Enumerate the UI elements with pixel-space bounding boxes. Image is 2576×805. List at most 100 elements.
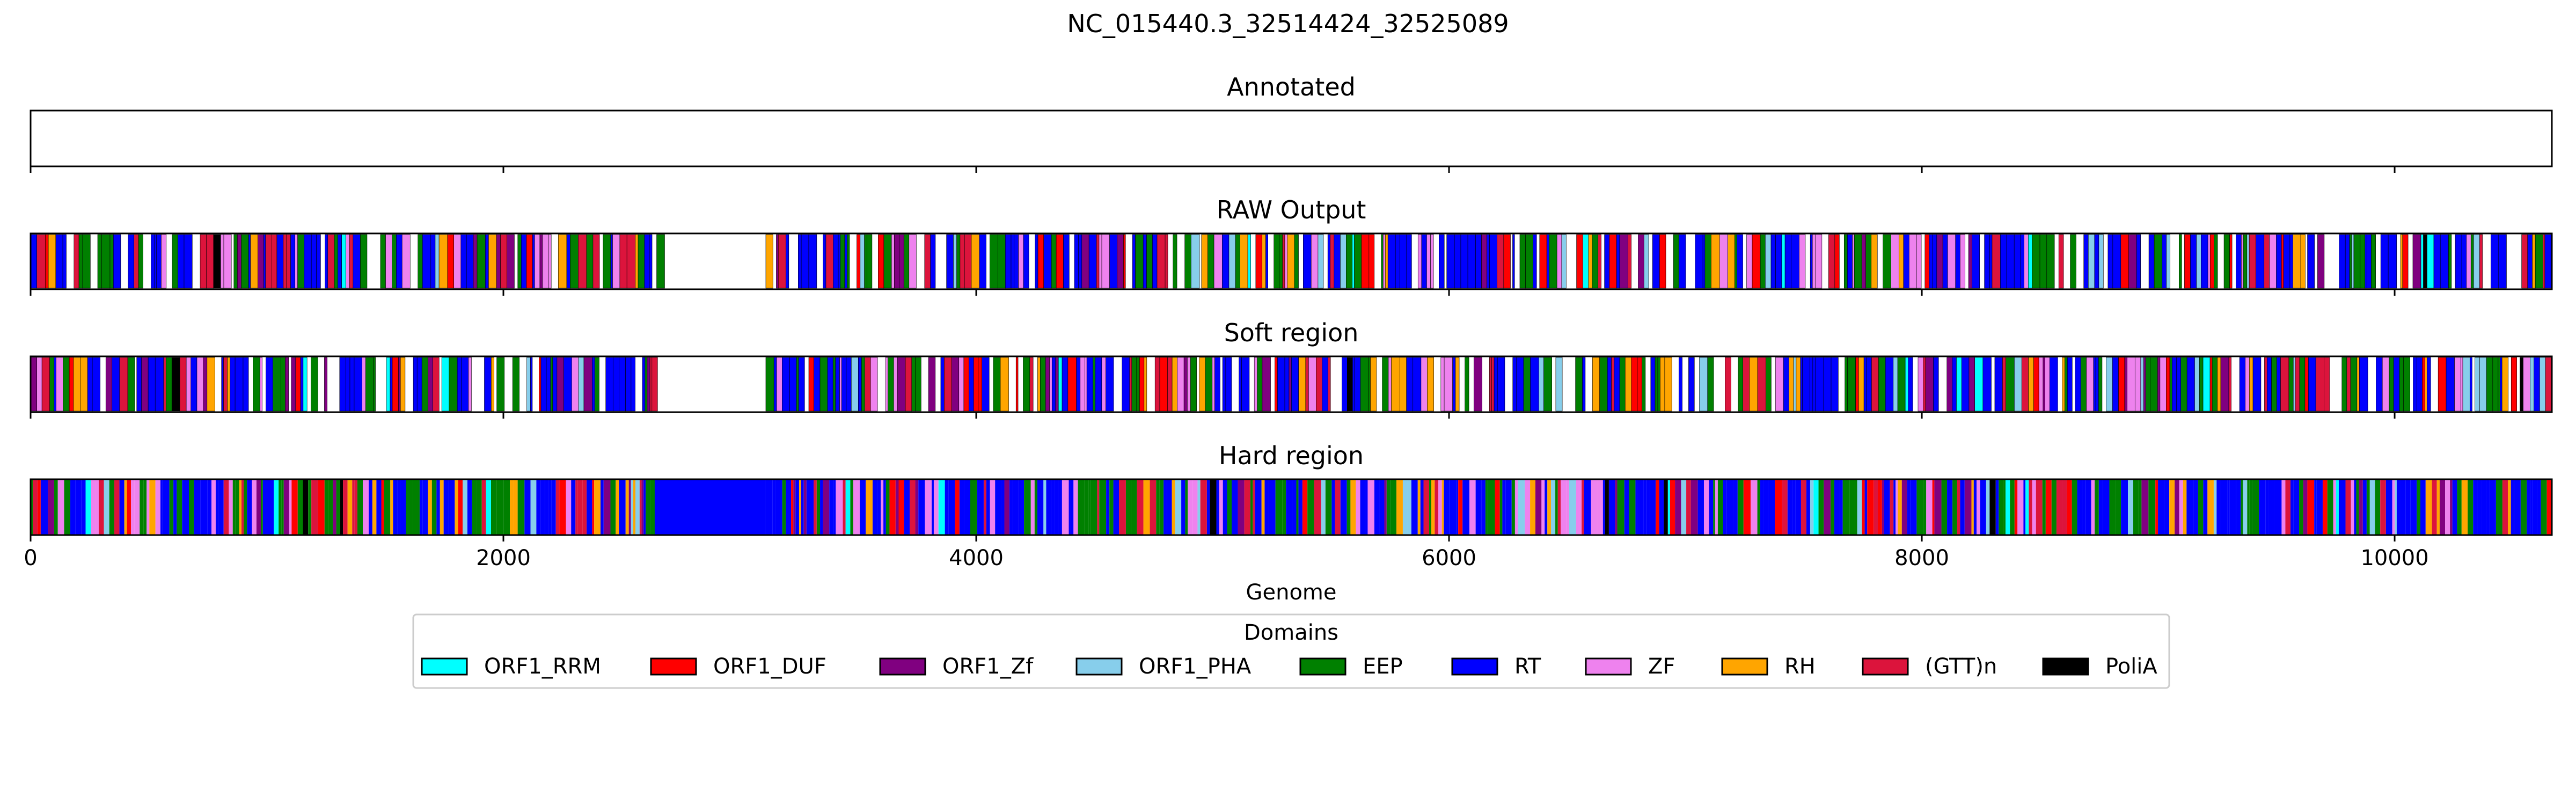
domain-stripe bbox=[1037, 234, 1044, 289]
domain-stripe bbox=[258, 234, 264, 289]
domain-stripe bbox=[1910, 479, 1917, 535]
domain-stripe bbox=[365, 357, 374, 412]
domain-stripe bbox=[1475, 479, 1482, 535]
domain-stripe bbox=[2243, 234, 2248, 289]
domain-stripe bbox=[895, 479, 899, 535]
domain-stripe bbox=[2199, 357, 2204, 412]
domain-stripe bbox=[1024, 479, 1031, 535]
domain-stripe bbox=[2466, 234, 2471, 289]
domain-stripe bbox=[1316, 357, 1323, 412]
domain-stripe bbox=[1241, 357, 1250, 412]
domain-stripe bbox=[1530, 479, 1536, 535]
domain-stripe bbox=[393, 479, 398, 535]
domain-stripe bbox=[978, 357, 982, 412]
domain-stripe bbox=[973, 357, 979, 412]
domain-stripe bbox=[1961, 357, 1970, 412]
domain-stripe bbox=[1512, 357, 1517, 412]
domain-stripe bbox=[285, 357, 289, 412]
domain-stripe bbox=[948, 479, 955, 535]
domain-stripe bbox=[1109, 234, 1118, 289]
domain-stripe bbox=[196, 357, 204, 412]
domain-stripe bbox=[1675, 479, 1681, 535]
domain-stripe bbox=[904, 479, 910, 535]
domain-stripe bbox=[1999, 479, 2004, 535]
domain-stripe bbox=[141, 357, 149, 412]
domain-stripe bbox=[1029, 357, 1034, 412]
domain-stripe bbox=[2056, 479, 2062, 535]
domain-stripe bbox=[1766, 357, 1772, 412]
domain-stripe bbox=[49, 357, 55, 412]
domain-stripe bbox=[2479, 357, 2487, 412]
legend-swatch bbox=[1075, 657, 1123, 676]
domain-stripe bbox=[2417, 479, 2420, 535]
domain-stripe bbox=[500, 234, 507, 289]
domain-stripe bbox=[200, 234, 207, 289]
domain-stripe bbox=[316, 234, 321, 289]
domain-stripe bbox=[136, 357, 142, 412]
domain-stripe bbox=[2190, 234, 2197, 289]
domain-stripe bbox=[2098, 479, 2103, 535]
domain-stripe bbox=[73, 357, 81, 412]
domain-stripe bbox=[2413, 357, 2417, 412]
domain-stripe bbox=[1561, 479, 1567, 535]
domain-stripe bbox=[263, 234, 266, 289]
domain-stripe bbox=[1078, 479, 1085, 535]
domain-stripe bbox=[2422, 357, 2425, 412]
domain-stripe bbox=[1760, 479, 1763, 535]
domain-stripe bbox=[98, 479, 104, 535]
domain-stripe bbox=[2067, 357, 2073, 412]
domain-stripe bbox=[2440, 234, 2449, 289]
track-title: Soft region bbox=[1224, 318, 1359, 347]
domain-stripe bbox=[2468, 479, 2473, 535]
domain-stripe bbox=[1004, 479, 1009, 535]
domain-stripe bbox=[380, 234, 386, 289]
domain-stripe bbox=[1519, 234, 1526, 289]
domain-stripe bbox=[1602, 479, 1605, 535]
domain-stripe bbox=[861, 357, 865, 412]
domain-stripe bbox=[1946, 357, 1953, 412]
domain-stripe bbox=[512, 357, 519, 412]
domain-stripe bbox=[2172, 357, 2177, 412]
legend-label: ZF bbox=[1648, 654, 1675, 679]
domain-stripe bbox=[1489, 234, 1497, 289]
domain-stripe bbox=[2351, 234, 2354, 289]
domain-stripe bbox=[1862, 479, 1865, 535]
domain-stripe bbox=[1197, 479, 1201, 535]
domain-stripe bbox=[642, 357, 646, 412]
domain-stripe bbox=[521, 234, 527, 289]
domain-stripe bbox=[233, 234, 238, 289]
domain-stripe bbox=[566, 234, 570, 289]
domain-stripe bbox=[2452, 479, 2457, 535]
domain-stripe bbox=[1298, 357, 1306, 412]
domain-stripe bbox=[2380, 479, 2386, 535]
domain-stripe bbox=[2479, 234, 2483, 289]
legend-label: ORF1_DUF bbox=[713, 654, 826, 679]
domain-stripe bbox=[1655, 357, 1658, 412]
domain-stripe bbox=[1855, 357, 1859, 412]
domain-stripe bbox=[2473, 234, 2480, 289]
domain-stripe bbox=[1619, 357, 1626, 412]
domain-stripe bbox=[75, 479, 82, 535]
domain-stripe bbox=[1219, 479, 1223, 535]
domain-stripe bbox=[1385, 234, 1388, 289]
domain-stripe bbox=[390, 357, 393, 412]
domain-stripe bbox=[1535, 479, 1542, 535]
legend-title: Domains bbox=[1244, 620, 1338, 645]
domain-stripe bbox=[1154, 357, 1160, 412]
domain-stripe bbox=[1845, 357, 1848, 412]
domain-stripe bbox=[2178, 234, 2182, 289]
domain-stripe bbox=[1977, 479, 1980, 535]
domain-stripe bbox=[1247, 234, 1251, 289]
domain-stripe bbox=[1469, 479, 1476, 535]
domain-stripe bbox=[1460, 234, 1468, 289]
domain-stripe bbox=[2032, 234, 2040, 289]
domain-stripe bbox=[1583, 234, 1589, 289]
domain-stripe bbox=[62, 234, 67, 289]
domain-stripe bbox=[631, 479, 633, 535]
domain-stripe bbox=[924, 234, 931, 289]
domain-stripe bbox=[2158, 479, 2164, 535]
domain-stripe bbox=[2000, 234, 2007, 289]
domain-stripe bbox=[1942, 234, 1948, 289]
domain-stripe bbox=[1062, 357, 1069, 412]
domain-stripe bbox=[1122, 357, 1130, 412]
